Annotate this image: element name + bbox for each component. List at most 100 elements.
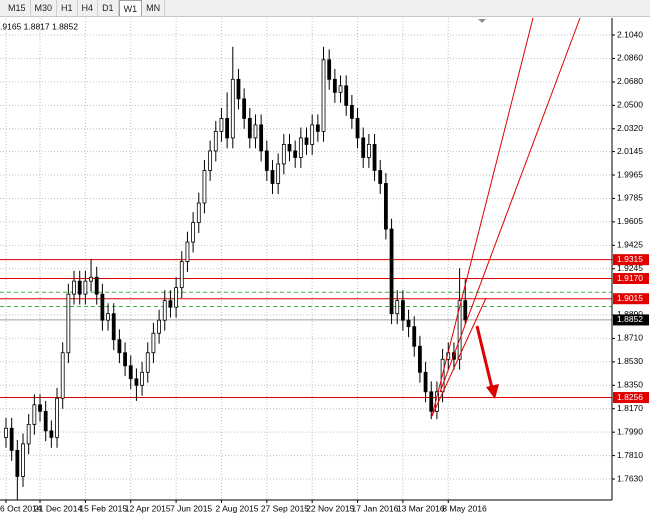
x-tick-label: 13 Mar 2016 xyxy=(397,503,445,513)
y-tick-label: 1.8530 xyxy=(617,356,643,366)
candle-body xyxy=(287,144,292,152)
candle-body xyxy=(100,293,105,321)
y-tick-label: 1.8350 xyxy=(617,380,643,390)
price-level-box xyxy=(613,293,649,305)
y-tick-label: 2.0320 xyxy=(617,123,643,133)
candle-body xyxy=(179,261,184,289)
y-tick-label: 2.1040 xyxy=(617,29,643,39)
candle-body xyxy=(321,59,326,132)
candle-body xyxy=(418,345,422,373)
y-tick-label: 1.7990 xyxy=(617,426,643,436)
candle-body xyxy=(26,423,31,445)
y-tick-label: 1.9245 xyxy=(617,263,643,273)
candle-body xyxy=(168,300,173,308)
candle-body xyxy=(304,137,309,145)
timeframe-tab[interactable]: M15 xyxy=(4,0,31,16)
candle-body xyxy=(66,293,71,354)
candle-body xyxy=(332,78,337,93)
candle-body xyxy=(106,313,110,321)
candle-body xyxy=(117,339,122,354)
candle-body xyxy=(383,183,388,230)
candle-body xyxy=(361,137,366,158)
candle-body xyxy=(49,430,54,438)
candle-body xyxy=(4,427,8,438)
candle-body xyxy=(423,371,428,393)
candle-body xyxy=(111,313,116,341)
candle-body xyxy=(219,117,224,132)
candle-body xyxy=(196,202,201,223)
candle-body xyxy=(400,300,405,321)
x-tick-label: 12 Apr 2015 xyxy=(125,503,171,513)
candle-body xyxy=(157,319,161,334)
candle-body xyxy=(298,137,303,158)
timeframe-tab[interactable]: D1 xyxy=(98,0,119,16)
candle-body xyxy=(123,352,127,367)
candle-body xyxy=(355,117,360,139)
candle-body xyxy=(315,124,320,132)
y-tick-label: 1.8890 xyxy=(617,309,643,319)
x-tick-label: 21 Dec 2014 xyxy=(34,503,82,513)
candle-body xyxy=(236,78,241,100)
candle-body xyxy=(174,287,179,308)
price-level-label: 1.9315 xyxy=(617,254,643,264)
x-tick-label: 17 Jan 2016 xyxy=(352,503,399,513)
timeframe-tab[interactable]: W1 xyxy=(118,0,143,16)
candle-body xyxy=(247,117,252,139)
timeframe-tab[interactable]: H4 xyxy=(78,0,99,16)
candle-body xyxy=(43,410,48,432)
price-level-box xyxy=(613,254,649,266)
candles xyxy=(4,46,468,500)
candle-body xyxy=(191,222,196,243)
price-level-box xyxy=(613,314,649,326)
candle-body xyxy=(338,85,343,93)
candle-body xyxy=(225,117,230,139)
candle-body xyxy=(38,404,42,412)
candle-body xyxy=(327,59,332,80)
candle-body xyxy=(32,404,37,425)
candle-body xyxy=(412,326,417,347)
ohlc-info: .9165 1.8817 1.8852 xyxy=(0,21,78,31)
candle-body xyxy=(77,280,82,295)
candle-body xyxy=(293,150,298,158)
candle-body xyxy=(151,332,156,354)
candle-body xyxy=(230,78,235,139)
candle-body xyxy=(162,300,167,321)
candle-body xyxy=(281,144,286,165)
candle-body xyxy=(72,280,76,295)
y-tick-label: 1.8710 xyxy=(617,333,643,343)
price-level-label: 1.9170 xyxy=(617,273,643,283)
candle-body xyxy=(270,170,275,184)
x-tick-label: 2 Aug 2015 xyxy=(215,503,258,513)
timeframe-tab[interactable]: M30 xyxy=(31,0,58,16)
x-tick-label: 15 Feb 2015 xyxy=(79,503,127,513)
candle-body xyxy=(463,300,468,321)
y-tick-label: 1.9785 xyxy=(617,193,643,203)
arrow-shaft xyxy=(475,325,494,389)
timeframe-toolbar: M15 M30 H1 H4 D1 W1 MN xyxy=(0,0,650,17)
plot-area xyxy=(0,18,612,500)
x-tick-label: 27 Sep 2015 xyxy=(261,503,309,513)
candle-body xyxy=(9,427,14,451)
y-tick-label: 2.0680 xyxy=(617,76,643,86)
y-tick-label: 2.0145 xyxy=(617,146,643,156)
y-tick-label: 1.9605 xyxy=(617,216,643,226)
price-level-label: 1.8256 xyxy=(617,392,643,402)
candle-body xyxy=(389,228,394,315)
candle-body xyxy=(242,98,247,119)
y-tick-label: 1.9965 xyxy=(617,169,643,179)
candle-body xyxy=(366,144,371,158)
price-level-label: 1.9015 xyxy=(617,293,643,303)
arrow-head xyxy=(486,384,499,399)
candle-body xyxy=(276,163,281,184)
candle-body xyxy=(213,131,218,152)
candle-body xyxy=(83,280,88,295)
y-tick-label: 1.7630 xyxy=(617,473,643,483)
candle-body xyxy=(128,365,133,380)
drawings xyxy=(431,17,581,417)
candle-body xyxy=(145,352,150,373)
timeframe-tab[interactable]: H1 xyxy=(57,0,78,16)
candle-body xyxy=(429,391,434,412)
candle-body xyxy=(406,319,411,328)
candle-body xyxy=(140,371,144,386)
timeframe-tab[interactable]: MN xyxy=(142,0,166,16)
